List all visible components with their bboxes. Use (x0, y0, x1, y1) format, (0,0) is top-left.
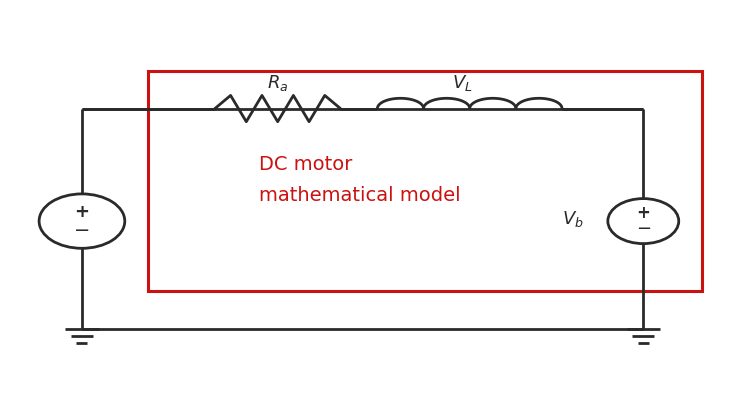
Text: +: + (75, 203, 90, 221)
Text: −: − (74, 221, 90, 240)
Text: −: − (636, 220, 651, 238)
Text: DC motor: DC motor (259, 155, 352, 174)
Text: $R_a$: $R_a$ (267, 73, 289, 93)
Text: $V_b$: $V_b$ (562, 209, 584, 229)
Text: $V_L$: $V_L$ (452, 73, 473, 93)
Bar (149, 71, 702, 292)
Text: mathematical model: mathematical model (259, 186, 461, 205)
Text: +: + (636, 204, 650, 222)
